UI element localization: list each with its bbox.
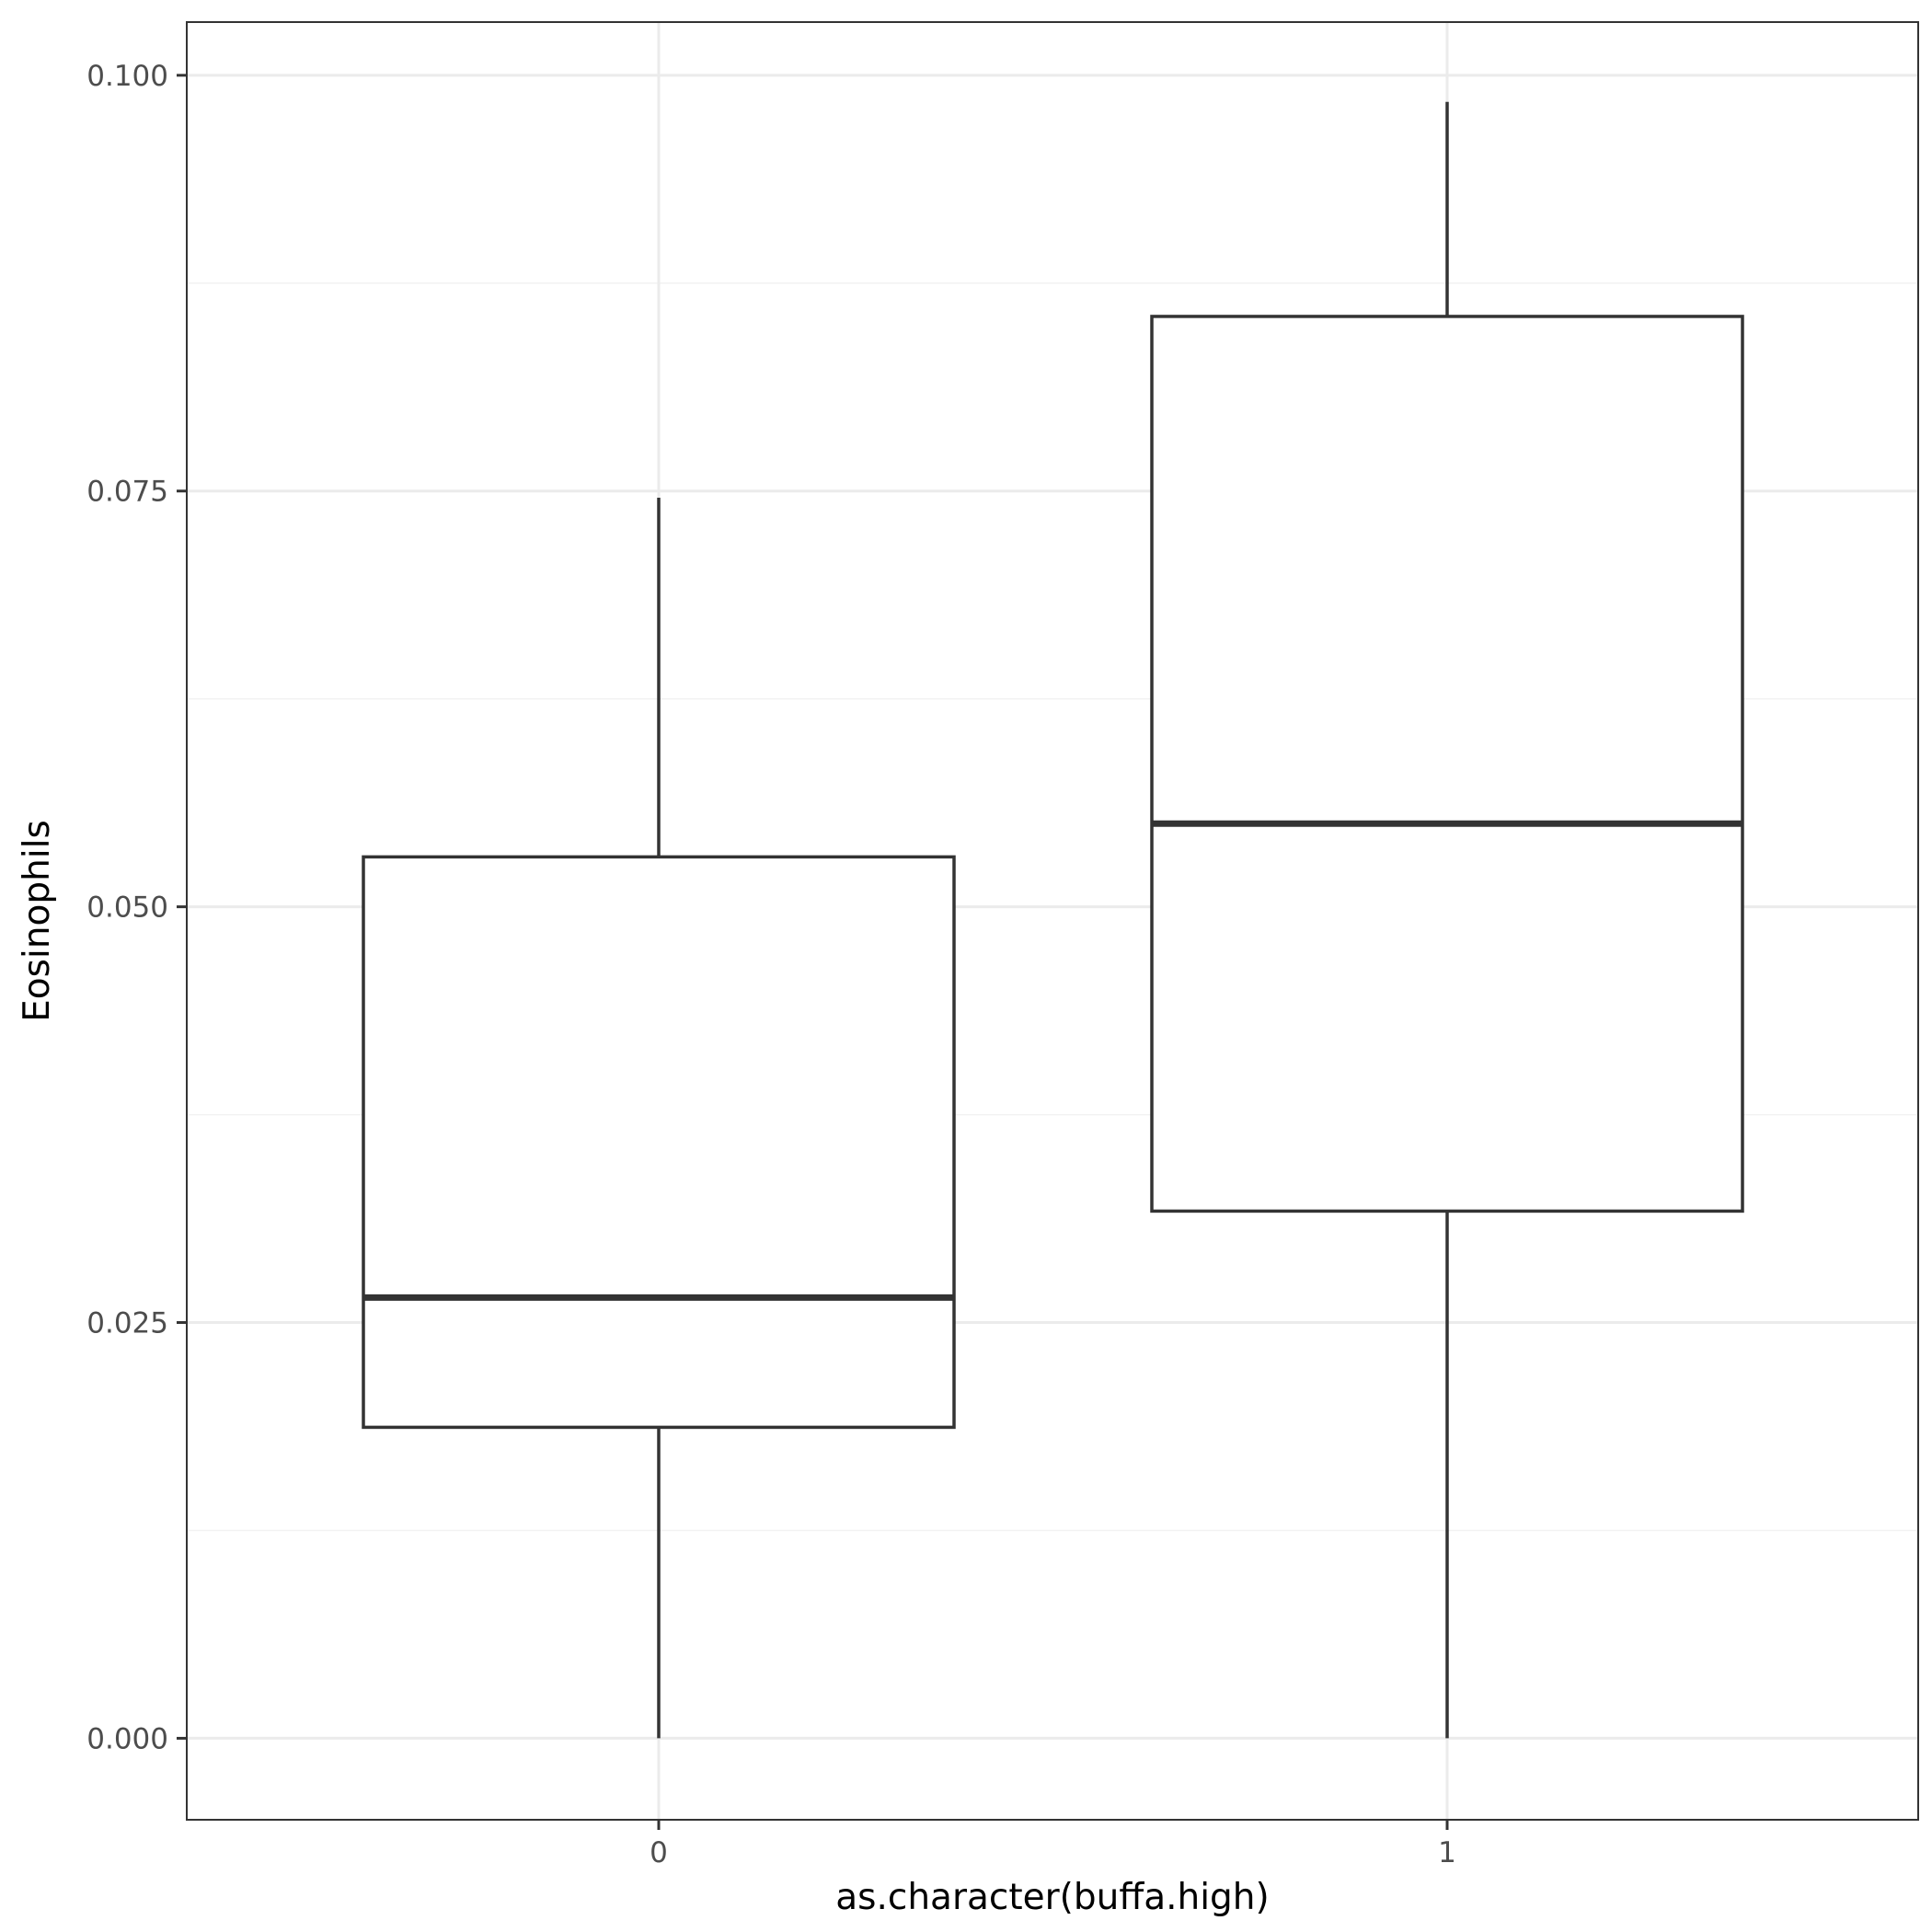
y-axis-title: Eosinophils: [17, 820, 58, 1022]
box-iqr: [362, 855, 956, 1430]
boxes: [362, 101, 1744, 1739]
y-tick-label: 0.100: [86, 60, 168, 93]
box-0: [362, 497, 956, 1739]
box-iqr: [1150, 315, 1744, 1213]
y-tick-label: 0.075: [86, 476, 168, 509]
x-tick-label: 1: [1438, 1836, 1456, 1869]
x-tick-label: 0: [650, 1836, 668, 1869]
y-tick-label: 0.050: [86, 891, 168, 925]
x-axis-title: as.character(buffa.high): [835, 1877, 1269, 1918]
panel-border: [186, 21, 1919, 1821]
y-tick-label: 0.025: [86, 1307, 168, 1340]
box-1: [1150, 101, 1744, 1739]
axis-ticks: 0.000 0.025 0.050 0.075 0.100 0 1: [86, 60, 1456, 1869]
y-tick-label: 0.000: [86, 1722, 168, 1755]
